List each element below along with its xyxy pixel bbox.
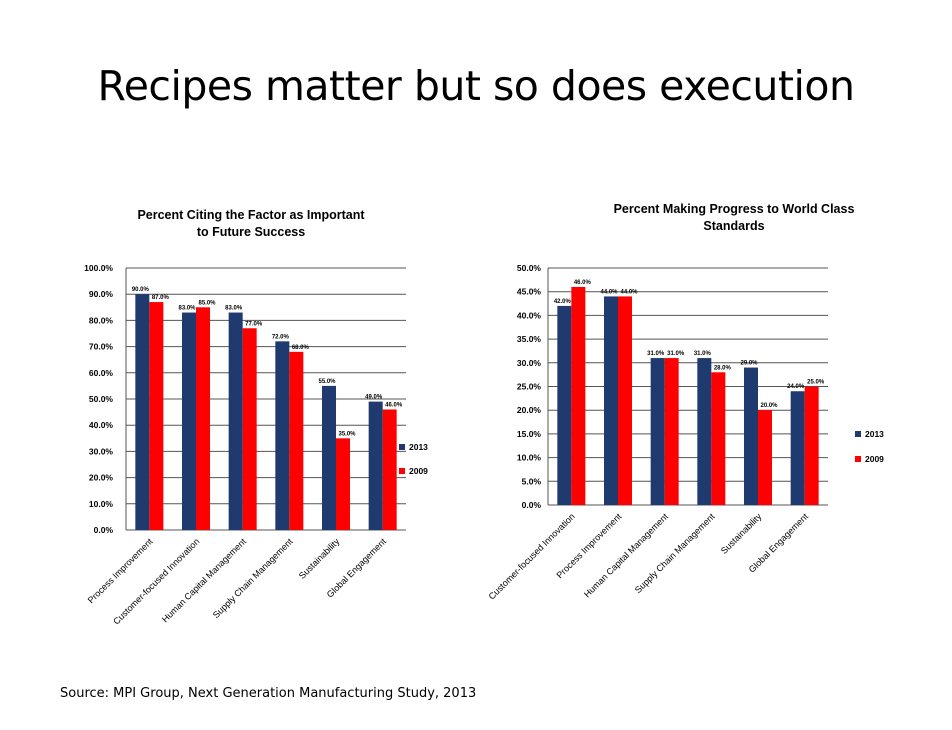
data-label: 55.0% — [318, 379, 336, 385]
bar-2013 — [228, 312, 243, 530]
y-tick-label: 90.0% — [89, 289, 114, 299]
legend-label: 2009 — [409, 466, 428, 476]
y-tick-label: 10.0% — [89, 499, 114, 509]
bar-2009 — [571, 286, 586, 505]
y-tick-label: 100.0% — [84, 263, 113, 273]
chart-1: Percent Citing the Factor as Important to… — [84, 208, 428, 627]
category-label: Supply Chain Management — [633, 511, 717, 595]
y-tick-label: 70.0% — [89, 342, 114, 352]
bar-2013 — [135, 294, 150, 530]
data-label: 20.0% — [760, 403, 778, 409]
bar-2009 — [758, 410, 772, 505]
category-label: Supply Chain Management — [211, 536, 295, 620]
bar-2009 — [618, 296, 632, 505]
bar-2009 — [711, 372, 726, 505]
bar-2013 — [322, 385, 336, 530]
y-tick-label: 0.0% — [94, 525, 114, 535]
y-tick-label: 15.0% — [517, 429, 542, 439]
y-tick-label: 0.0% — [522, 500, 542, 510]
category-label: Customer-focused Innovation — [111, 536, 201, 626]
bar-2009 — [196, 307, 210, 530]
category-label: Human Capital Management — [160, 536, 248, 624]
y-tick-label: 80.0% — [89, 315, 114, 325]
bar-2013 — [744, 367, 758, 505]
y-tick-label: 40.0% — [89, 420, 114, 430]
data-label: 29.0% — [740, 361, 758, 367]
data-label: 31.0% — [667, 351, 685, 357]
data-label: 77.0% — [245, 321, 263, 327]
slide-title: Recipes matter but so does execution — [97, 62, 855, 110]
legend-label: 2013 — [409, 442, 428, 452]
y-tick-label: 35.0% — [517, 334, 542, 344]
bar-2013 — [697, 358, 712, 505]
y-tick-label: 50.0% — [89, 394, 114, 404]
chart-2: Percent Making Progress to World Class St… — [487, 202, 885, 602]
bar-2013 — [557, 305, 572, 505]
bar-2009 — [336, 438, 350, 530]
bar-2009 — [149, 302, 164, 530]
legend-swatch-2013 — [855, 431, 861, 437]
data-label: 44.0% — [600, 289, 618, 295]
y-tick-label: 50.0% — [517, 263, 542, 273]
legend-label: 2009 — [865, 454, 884, 464]
legend-swatch-2009 — [855, 456, 861, 462]
y-tick-label: 25.0% — [517, 382, 542, 392]
data-label: 46.0% — [574, 280, 592, 286]
y-tick-label: 5.0% — [522, 476, 542, 486]
data-label: 31.0% — [694, 351, 712, 357]
y-tick-label: 20.0% — [89, 473, 114, 483]
source-note: Source: MPI Group, Next Generation Manuf… — [60, 686, 477, 701]
category-label: Sustainability — [719, 511, 764, 556]
data-label: 83.0% — [178, 306, 196, 312]
chart-title-line: Standards — [703, 219, 764, 233]
chart-title-line: to Future Success — [197, 225, 305, 239]
y-tick-label: 30.0% — [517, 358, 542, 368]
legend-swatch-2009 — [399, 468, 405, 474]
data-label: 28.0% — [714, 365, 732, 371]
bar-2009 — [242, 328, 257, 530]
category-label: Sustainability — [297, 536, 342, 581]
legend-label: 2013 — [865, 429, 884, 439]
data-label: 90.0% — [132, 287, 150, 293]
data-label: 24.0% — [787, 384, 805, 390]
data-label: 83.0% — [225, 306, 243, 312]
bar-2009 — [382, 409, 397, 530]
bar-2013 — [275, 341, 290, 530]
bar-2009 — [289, 351, 304, 530]
data-label: 68.0% — [292, 345, 310, 351]
bar-2013 — [604, 296, 618, 505]
bar-2009 — [664, 358, 679, 505]
bar-2013 — [790, 391, 805, 505]
data-label: 31.0% — [647, 351, 665, 357]
chart-title-line: Percent Citing the Factor as Important — [137, 208, 365, 222]
data-label: 35.0% — [338, 431, 356, 437]
data-label: 87.0% — [152, 295, 170, 301]
y-tick-label: 30.0% — [89, 446, 114, 456]
bar-2013 — [368, 401, 383, 530]
y-tick-label: 20.0% — [517, 405, 542, 415]
y-tick-label: 10.0% — [517, 453, 542, 463]
data-label: 85.0% — [198, 300, 216, 306]
data-label: 49.0% — [365, 395, 383, 401]
legend-swatch-2013 — [399, 444, 405, 450]
category-label: Human Capital Management — [582, 511, 670, 599]
bar-2013 — [650, 358, 665, 505]
data-label: 46.0% — [385, 402, 403, 408]
bar-2009 — [804, 386, 819, 505]
y-tick-label: 60.0% — [89, 368, 114, 378]
bar-2013 — [182, 312, 196, 530]
data-label: 72.0% — [272, 334, 290, 340]
data-label: 42.0% — [554, 299, 572, 305]
data-label: 44.0% — [620, 289, 638, 295]
category-label: Customer-focused Innovation — [487, 511, 577, 601]
y-tick-label: 45.0% — [517, 287, 542, 297]
y-tick-label: 40.0% — [517, 310, 542, 320]
data-label: 25.0% — [807, 380, 825, 386]
chart-title-line: Percent Making Progress to World Class — [614, 202, 855, 216]
